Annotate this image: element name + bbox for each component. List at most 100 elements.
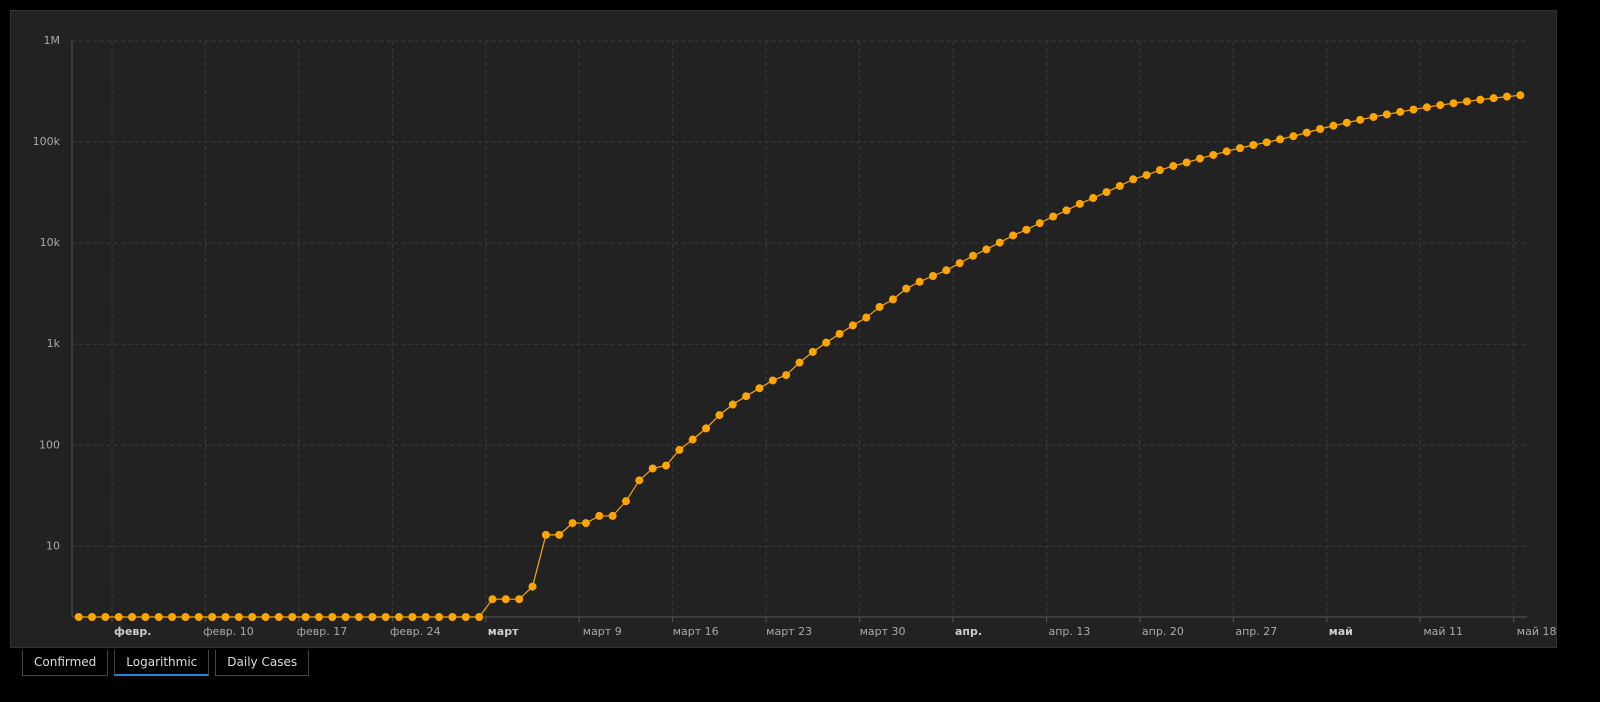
data-point <box>354 613 363 621</box>
data-point <box>261 613 270 621</box>
data-point <box>742 392 751 401</box>
data-point <box>1195 154 1204 163</box>
data-point <box>1516 91 1525 100</box>
data-point <box>1209 150 1218 159</box>
x-tick-label: февр. 24 <box>390 625 441 638</box>
data-point <box>995 238 1004 247</box>
data-point <box>1249 140 1258 149</box>
data-point <box>1102 188 1111 197</box>
y-tick-label: 10 <box>46 539 60 552</box>
data-point <box>421 613 430 621</box>
x-tick-label: март <box>488 625 519 638</box>
data-point <box>1462 97 1471 106</box>
data-point <box>1356 115 1365 124</box>
y-tick-label: 1M <box>44 34 61 47</box>
data-point <box>168 613 177 621</box>
data-point <box>808 347 817 356</box>
data-point <box>528 582 537 591</box>
data-point <box>1409 105 1418 114</box>
data-point <box>314 613 323 621</box>
y-tick-label: 10k <box>40 236 61 249</box>
data-point <box>461 613 470 621</box>
data-point <box>902 284 911 293</box>
data-point <box>1396 107 1405 116</box>
x-tick-label: март 16 <box>673 625 719 638</box>
x-tick-label: март 30 <box>860 625 906 638</box>
data-point <box>114 613 123 621</box>
data-point <box>1182 158 1191 167</box>
data-point <box>1129 175 1138 184</box>
x-tick-label: апр. <box>955 625 982 638</box>
x-tick-label: май 11 <box>1423 625 1463 638</box>
data-point <box>795 358 804 367</box>
data-point <box>435 613 444 621</box>
data-point <box>1502 92 1511 101</box>
x-tick-label: март 9 <box>583 625 622 638</box>
data-point <box>141 613 150 621</box>
data-point <box>662 461 671 470</box>
data-point <box>1262 138 1271 147</box>
y-tick-label: 100 <box>39 438 60 451</box>
data-point <box>1089 194 1098 203</box>
data-point <box>782 371 791 380</box>
data-point <box>515 595 524 604</box>
x-tick-label: апр. 27 <box>1235 625 1277 638</box>
data-point <box>408 613 417 621</box>
data-point <box>608 511 617 520</box>
data-point <box>862 313 871 322</box>
data-point <box>915 277 924 286</box>
data-point <box>274 613 283 621</box>
data-point <box>475 613 484 621</box>
x-tick-label: февр. <box>114 625 151 638</box>
data-point <box>1476 95 1485 104</box>
data-point <box>1302 128 1311 137</box>
data-point <box>448 613 457 621</box>
x-tick-label: апр. 13 <box>1048 625 1090 638</box>
data-point <box>1449 99 1458 108</box>
data-point <box>1236 144 1245 153</box>
y-tick-label: 1k <box>47 337 61 350</box>
data-point <box>381 613 390 621</box>
data-point <box>154 613 163 621</box>
data-point <box>928 271 937 280</box>
data-point <box>541 530 550 539</box>
data-point <box>301 613 310 621</box>
data-point <box>501 595 510 604</box>
tab-button[interactable]: Daily Cases <box>215 650 310 676</box>
data-point <box>568 519 577 528</box>
data-point <box>101 613 110 621</box>
data-point <box>1075 199 1084 208</box>
data-point <box>1115 181 1124 190</box>
data-point <box>1329 121 1338 130</box>
tab-button[interactable]: Confirmed <box>22 650 109 676</box>
data-point <box>328 613 337 621</box>
data-point <box>1049 212 1058 221</box>
tab-bar: Confirmed Logarithmic Daily Cases <box>22 650 310 676</box>
data-point <box>1062 206 1071 215</box>
tab-button[interactable]: Logarithmic <box>114 650 210 676</box>
data-point <box>888 295 897 304</box>
data-point <box>181 613 190 621</box>
data-point <box>875 302 884 311</box>
data-point <box>595 511 604 520</box>
data-point <box>1436 101 1445 110</box>
x-tick-label: май 18 <box>1517 625 1557 638</box>
data-point <box>728 400 737 409</box>
data-point <box>395 613 404 621</box>
x-tick-label: апр. 20 <box>1142 625 1184 638</box>
x-tick-label: март 23 <box>766 625 812 638</box>
data-point <box>1169 161 1178 170</box>
data-point <box>1276 135 1285 144</box>
data-point <box>768 376 777 385</box>
data-point <box>942 266 951 275</box>
data-point <box>128 613 137 621</box>
data-point <box>581 519 590 528</box>
data-point <box>702 424 711 433</box>
data-point <box>1369 112 1378 121</box>
data-point <box>1009 231 1018 240</box>
data-point <box>1142 171 1151 180</box>
data-point <box>688 435 697 444</box>
data-point <box>982 245 991 254</box>
